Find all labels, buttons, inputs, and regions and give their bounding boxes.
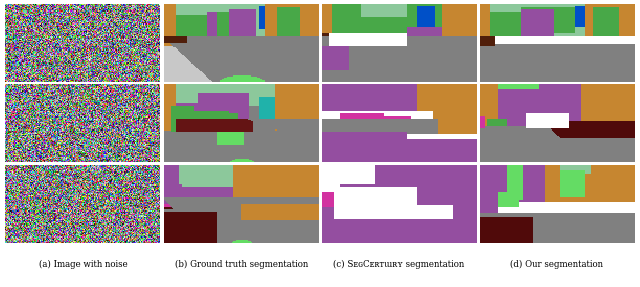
- Text: (d) Our segmentation: (d) Our segmentation: [509, 260, 603, 269]
- Text: (a) Image with noise: (a) Image with noise: [40, 260, 128, 269]
- Text: (b) Ground truth segmentation: (b) Ground truth segmentation: [175, 260, 308, 269]
- Text: (c) SᴇɢCᴇʀᴛɯʀʏ segmentation: (c) SᴇɢCᴇʀᴛɯʀʏ segmentation: [333, 260, 465, 269]
